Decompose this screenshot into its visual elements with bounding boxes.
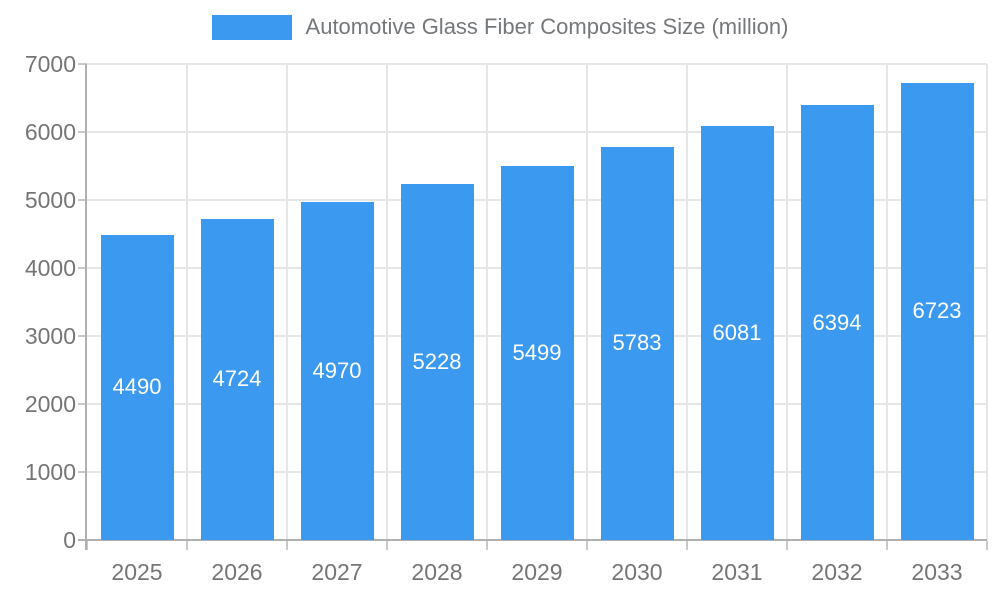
y-axis-tick-label: 2000 xyxy=(24,391,76,417)
x-axis-tick-label: 2030 xyxy=(611,559,663,585)
x-axis-tick-label: 2031 xyxy=(711,559,763,585)
y-axis-tick-label: 5000 xyxy=(24,187,76,213)
bar[interactable]: 6394 xyxy=(800,105,874,540)
v-gridline xyxy=(586,64,588,540)
bar[interactable]: 5783 xyxy=(600,146,674,540)
y-axis-tick-label: 1000 xyxy=(24,459,76,485)
x-axis-tick xyxy=(486,541,488,550)
bar[interactable]: 4970 xyxy=(300,202,374,540)
bar[interactable]: 4724 xyxy=(200,218,274,540)
bar-value-label: 5228 xyxy=(412,349,462,375)
x-axis-tick xyxy=(586,541,588,550)
x-axis-tick-label: 2033 xyxy=(911,559,963,585)
bar-value-label: 5499 xyxy=(512,340,562,366)
y-axis-tick-label: 3000 xyxy=(24,323,76,349)
x-axis-tick-label: 2029 xyxy=(511,559,563,585)
bar-value-label: 6081 xyxy=(712,320,762,346)
y-axis-tick xyxy=(78,471,87,473)
y-axis-tick xyxy=(78,403,87,405)
v-gridline xyxy=(686,64,688,540)
x-axis-tick xyxy=(186,541,188,550)
v-gridline xyxy=(486,64,488,540)
v-gridline xyxy=(286,64,288,540)
y-axis-tick-label: 7000 xyxy=(24,51,76,77)
v-gridline xyxy=(886,64,888,540)
y-axis-tick xyxy=(78,131,87,133)
x-axis-tick-label: 2025 xyxy=(111,559,163,585)
x-axis-tick-label: 2027 xyxy=(311,559,363,585)
x-axis-tick xyxy=(986,541,988,550)
x-axis-tick xyxy=(786,541,788,550)
x-axis-tick xyxy=(286,541,288,550)
y-axis-tick-label: 0 xyxy=(63,527,76,553)
x-axis-tick xyxy=(886,541,888,550)
h-gridline xyxy=(87,131,987,133)
v-gridline xyxy=(786,64,788,540)
bar[interactable]: 5228 xyxy=(400,184,474,540)
x-axis-tick xyxy=(386,541,388,550)
bar[interactable]: 4490 xyxy=(100,234,174,540)
y-axis-tick-label: 4000 xyxy=(24,255,76,281)
v-gridline xyxy=(386,64,388,540)
bar[interactable]: 5499 xyxy=(500,166,574,540)
y-axis-tick-label: 6000 xyxy=(24,119,76,145)
bar-value-label: 4970 xyxy=(312,358,362,383)
y-axis-line xyxy=(85,64,87,550)
x-axis-tick-label: 2026 xyxy=(211,559,263,585)
h-gridline xyxy=(87,63,987,65)
x-axis-tick-label: 2032 xyxy=(811,559,863,585)
bar-value-label: 6394 xyxy=(812,309,862,335)
bar-value-label: 6723 xyxy=(912,298,962,324)
bar-value-label: 4490 xyxy=(112,374,162,400)
x-axis-tick xyxy=(686,541,688,550)
y-axis-tick xyxy=(78,63,87,65)
bar[interactable]: 6723 xyxy=(900,82,974,540)
bar-value-label: 5783 xyxy=(612,330,662,356)
chart-legend[interactable]: Automotive Glass Fiber Composites Size (… xyxy=(0,14,1000,40)
v-gridline xyxy=(186,64,188,540)
y-axis-tick xyxy=(78,199,87,201)
x-axis-tick-label: 2028 xyxy=(411,559,463,585)
bar[interactable]: 6081 xyxy=(700,126,774,540)
x-axis-line xyxy=(78,539,987,541)
y-axis-tick xyxy=(78,267,87,269)
bar-value-label: 4724 xyxy=(212,366,262,392)
x-axis-tick xyxy=(86,541,88,550)
legend-label: Automotive Glass Fiber Composites Size (… xyxy=(305,14,789,39)
v-gridline xyxy=(986,64,988,540)
legend-swatch xyxy=(211,14,292,40)
y-axis-tick xyxy=(78,335,87,337)
